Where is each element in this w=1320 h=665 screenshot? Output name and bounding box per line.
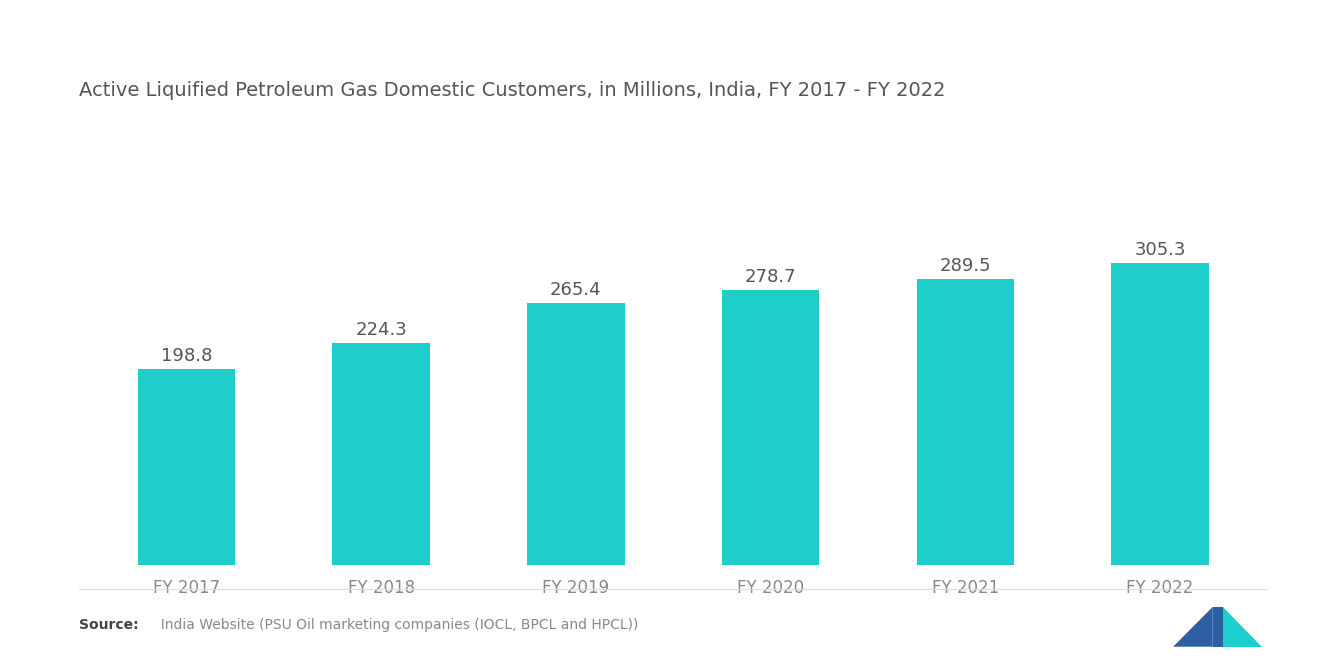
Text: Active Liquified Petroleum Gas Domestic Customers, in Millions, India, FY 2017 -: Active Liquified Petroleum Gas Domestic … [79,80,945,100]
Text: India Website (PSU Oil marketing companies (IOCL, BPCL and HPCL)): India Website (PSU Oil marketing compani… [152,618,638,632]
Bar [137,368,235,565]
Text: 305.3: 305.3 [1134,241,1185,259]
Polygon shape [1222,606,1262,646]
Text: Source:: Source: [79,618,139,632]
Text: 224.3: 224.3 [355,321,407,339]
Polygon shape [1173,606,1213,646]
Bar [333,343,430,565]
Text: 198.8: 198.8 [161,346,213,364]
Polygon shape [1213,606,1222,646]
Bar [1111,263,1209,565]
Text: 278.7: 278.7 [744,268,796,286]
Text: 265.4: 265.4 [550,281,602,299]
Bar [722,290,820,565]
Bar [916,279,1014,565]
Bar [527,303,624,565]
Text: 289.5: 289.5 [940,257,991,275]
